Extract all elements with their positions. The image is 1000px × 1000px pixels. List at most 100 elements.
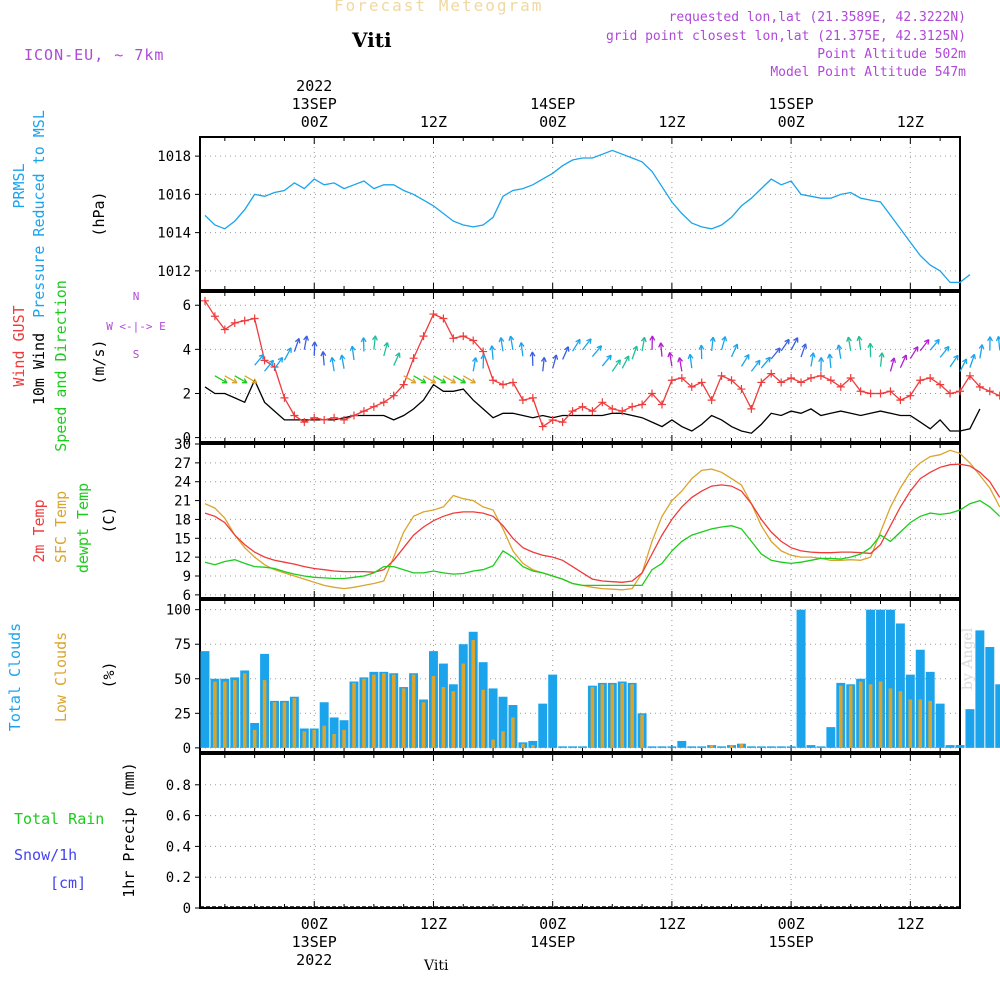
wind-arrow bbox=[303, 335, 308, 350]
gust-marker bbox=[886, 387, 895, 396]
gust-marker bbox=[310, 413, 319, 422]
wind-arrow bbox=[939, 346, 950, 358]
wind-arrowhead bbox=[961, 358, 968, 364]
bottom-time-label: 00Z bbox=[539, 915, 566, 933]
gust-marker bbox=[757, 378, 766, 387]
low-cloud-bar bbox=[242, 673, 247, 748]
gust-label: Wind GUST bbox=[10, 305, 28, 386]
pressure-unit-label: (hPa) bbox=[90, 191, 108, 236]
ytick-label: 0.2 bbox=[166, 870, 191, 886]
temp-unit-label: (C) bbox=[100, 506, 118, 533]
low-cloud-bar bbox=[461, 663, 466, 748]
compass-north: N bbox=[133, 290, 140, 303]
gust-marker bbox=[499, 380, 508, 389]
gust-marker bbox=[598, 398, 607, 407]
gust-marker bbox=[588, 407, 597, 416]
wind-arrowhead bbox=[472, 357, 478, 363]
low-cloud-bar bbox=[600, 684, 605, 748]
gust-marker bbox=[797, 378, 806, 387]
wind-arrow bbox=[423, 375, 436, 384]
low-cloud-bar bbox=[252, 729, 257, 748]
total-cloud-bar bbox=[776, 746, 786, 748]
gust-marker bbox=[459, 332, 468, 341]
gust-marker bbox=[975, 382, 984, 391]
low-cloud-bar bbox=[232, 680, 237, 748]
bottom-time-label: 12Z bbox=[658, 915, 685, 933]
ytick-label: 100 bbox=[166, 603, 191, 619]
total-cloud-bar bbox=[687, 746, 697, 748]
wind-arrowhead bbox=[709, 336, 716, 342]
total-cloud-bar bbox=[786, 746, 796, 748]
low-cloud-bar bbox=[292, 698, 297, 748]
ytick-label: 1018 bbox=[157, 149, 191, 165]
wind-arrowhead bbox=[460, 378, 467, 384]
wind-label: 10m Wind bbox=[30, 333, 48, 405]
total-cloud-bar bbox=[796, 609, 806, 748]
panel-frame bbox=[199, 443, 961, 599]
wind-arrow bbox=[740, 354, 750, 367]
gust-marker bbox=[568, 407, 577, 416]
wind-arrowhead bbox=[624, 355, 630, 361]
gust-marker bbox=[697, 378, 706, 387]
wind-arrowhead bbox=[765, 356, 771, 363]
wind-arrow bbox=[837, 344, 842, 359]
gust-marker bbox=[806, 374, 815, 383]
wind-arrow bbox=[750, 359, 761, 372]
gust-marker bbox=[667, 376, 676, 385]
ytick-label: 1016 bbox=[157, 187, 191, 203]
model-altitude: Model Point Altitude 547m bbox=[770, 65, 966, 80]
low-cloud-bar bbox=[928, 700, 932, 748]
dewpoint-line bbox=[204, 499, 1000, 587]
low-cloud-bar bbox=[362, 678, 366, 748]
wind-arrow bbox=[562, 346, 569, 360]
wind-arrowhead bbox=[349, 345, 356, 352]
total-cloud-bar bbox=[826, 727, 836, 748]
wind-arrowhead bbox=[784, 338, 790, 345]
low-cloud-bar bbox=[521, 743, 525, 748]
wind-arrow bbox=[433, 375, 446, 384]
wind-arrowhead bbox=[311, 341, 318, 347]
wind-arrowhead bbox=[934, 338, 940, 345]
wind-arrow bbox=[393, 352, 401, 366]
gust-marker bbox=[558, 418, 567, 427]
gust-marker bbox=[677, 374, 686, 383]
wind-arrowhead bbox=[395, 352, 401, 358]
wind-arrow bbox=[969, 354, 976, 368]
total-cloud-bar bbox=[935, 703, 945, 748]
total-cloud-bar bbox=[985, 646, 995, 748]
ytick-label: 75 bbox=[174, 637, 191, 653]
low-cloud-bar bbox=[342, 729, 346, 748]
low-cloud-bar bbox=[391, 674, 396, 748]
wind-arrowhead bbox=[440, 378, 447, 384]
gust-marker bbox=[538, 422, 547, 431]
wind-arrowhead bbox=[383, 342, 390, 348]
gust-marker bbox=[230, 318, 239, 327]
total-cloud-bar bbox=[876, 609, 885, 748]
wind-arrowhead bbox=[775, 347, 781, 354]
wind-arrow bbox=[264, 359, 274, 372]
wind-arrow bbox=[678, 357, 683, 372]
wind-arrowhead bbox=[687, 353, 694, 360]
wind-arrow bbox=[351, 346, 355, 361]
low-cloud-bar bbox=[302, 731, 307, 748]
total-rain-label: Total Rain bbox=[14, 810, 104, 828]
gust-marker bbox=[816, 371, 825, 380]
gust-marker bbox=[876, 389, 885, 398]
total-cloud-bar bbox=[697, 746, 707, 748]
bottom-time-label: 14SEP bbox=[530, 933, 575, 951]
low-cloud-bar bbox=[610, 684, 615, 748]
low-cloud-bar bbox=[630, 684, 634, 748]
wind-arrowhead bbox=[615, 359, 621, 365]
wind-arrow bbox=[919, 339, 930, 352]
pressure-line bbox=[204, 149, 971, 284]
wind-arrow bbox=[780, 339, 790, 352]
panel-frame bbox=[199, 136, 961, 291]
wind-arrowhead bbox=[744, 353, 750, 360]
gust-marker bbox=[985, 387, 994, 396]
total-cloud-bar bbox=[548, 674, 558, 748]
wind-arrowhead bbox=[846, 336, 852, 342]
low-cloud-bar bbox=[223, 681, 227, 748]
wind-arrowhead bbox=[508, 335, 515, 341]
ytick-label: 6 bbox=[183, 588, 191, 604]
gust-marker bbox=[578, 402, 587, 411]
